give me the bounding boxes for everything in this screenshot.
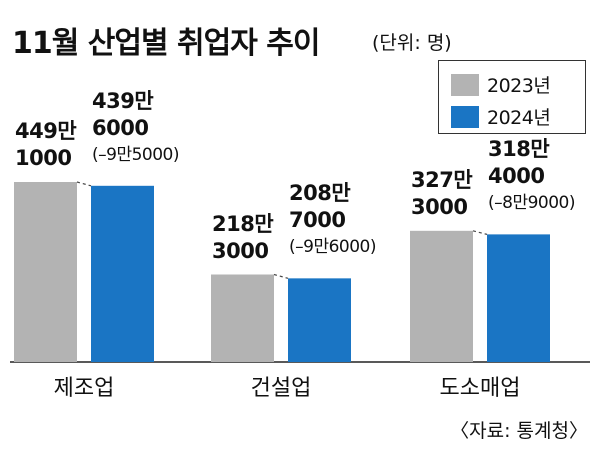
bar-construction-2023 — [211, 274, 274, 362]
connector-construction — [273, 273, 289, 279]
change-label-retail: (–8만9000) — [488, 193, 575, 214]
legend: 2023년 2024년 — [438, 60, 586, 134]
legend-label-2023: 2023년 — [487, 75, 551, 97]
change-label-construction: (–9만6000) — [289, 237, 376, 258]
value-label-manufacturing-2023: 449만 1000 — [15, 119, 77, 170]
value-label-retail-2023: 327만 3000 — [411, 167, 473, 219]
connector-manufacturing — [76, 181, 92, 187]
bar-manufacturing-2023 — [14, 182, 77, 362]
legend-swatch-2023 — [451, 73, 479, 96]
unit-label: (단위: 명) — [372, 32, 452, 54]
bar-retail-2023 — [410, 230, 473, 362]
legend-label-2024: 2024년 — [487, 107, 551, 129]
category-label-construction: 건설업 — [250, 376, 312, 401]
bar-manufacturing-2024 — [91, 185, 154, 362]
connector-retail — [472, 230, 488, 235]
legend-item-2024: 2024년 — [451, 103, 551, 130]
category-label-manufacturing: 제조업 — [53, 376, 115, 401]
category-label-retail: 도소매업 — [439, 376, 521, 401]
change-label-manufacturing: (–9만5000) — [92, 144, 179, 165]
value-label-construction-2023: 218만 3000 — [212, 211, 274, 263]
bar-construction-2024 — [288, 278, 351, 362]
legend-swatch-2024 — [451, 105, 479, 128]
bar-retail-2024 — [487, 234, 550, 362]
value-label-construction-2024: 208만 7000 — [289, 181, 351, 233]
legend-item-2023: 2023년 — [451, 71, 551, 98]
value-label-manufacturing-2024: 439만 6000 — [92, 88, 154, 140]
source-note: 〈자료: 통계청〉 — [450, 420, 588, 442]
value-label-retail-2024: 318만 4000 — [488, 137, 550, 189]
chart-title: 11월 산업별 취업자 추이 — [12, 26, 320, 61]
